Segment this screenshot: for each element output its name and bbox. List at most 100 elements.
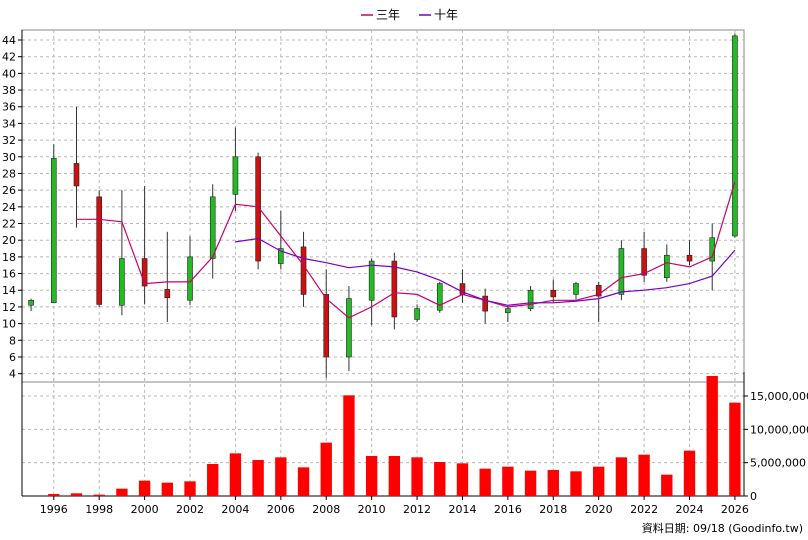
source-label: 資料日期: 09/18 (Goodinfo.tw) bbox=[642, 521, 803, 535]
volume-bar bbox=[570, 471, 582, 496]
volume-bar bbox=[365, 456, 378, 496]
moving-average-lines bbox=[76, 181, 736, 319]
price-tick-label: 32 bbox=[2, 134, 16, 147]
volume-bar bbox=[343, 395, 355, 496]
year-tick-label: 2022 bbox=[630, 503, 658, 516]
volume-bar bbox=[683, 450, 696, 496]
price-tick-label: 14 bbox=[2, 284, 16, 297]
year-tick-label: 2014 bbox=[448, 503, 476, 516]
candle-body bbox=[119, 258, 125, 306]
volume-bar bbox=[615, 457, 628, 496]
volume-bar bbox=[297, 467, 310, 496]
year-tick-label: 2012 bbox=[403, 503, 431, 516]
candle-body bbox=[618, 248, 625, 295]
volume-bar bbox=[388, 456, 401, 496]
volume-bar bbox=[456, 463, 469, 496]
year-tick-label: 2002 bbox=[176, 503, 204, 516]
price-tick-label: 24 bbox=[2, 201, 16, 214]
candle-body bbox=[73, 163, 80, 187]
candle-body bbox=[482, 295, 488, 312]
candle-body bbox=[187, 256, 193, 301]
volume-tick-label: 10,000,000 bbox=[750, 423, 808, 436]
year-tick-label: 2008 bbox=[312, 503, 340, 516]
volume-bar bbox=[638, 454, 650, 496]
volume-bar bbox=[184, 481, 196, 496]
price-tick-label: 4 bbox=[9, 368, 16, 381]
price-tick-label: 38 bbox=[2, 84, 16, 97]
price-tick-label: 34 bbox=[2, 117, 16, 130]
price-axis-ticks: 4 6 8 10 12 14 16 18 20 22 24 26 28 30 32 34 36 38 40 42 44 bbox=[2, 30, 23, 496]
candle-body bbox=[323, 294, 330, 358]
candle-body bbox=[505, 308, 511, 314]
volume-bar bbox=[93, 494, 105, 496]
candle-body bbox=[300, 246, 307, 295]
year-tick-label: 2016 bbox=[494, 503, 522, 516]
candle-body bbox=[368, 260, 375, 301]
price-tick-label: 26 bbox=[2, 184, 16, 197]
volume-bar bbox=[661, 474, 673, 496]
year-tick-label: 2010 bbox=[358, 503, 386, 516]
candle-body bbox=[686, 254, 693, 262]
volume-tick-label: 0 bbox=[750, 490, 757, 503]
candle-body bbox=[414, 308, 420, 320]
candle-body bbox=[50, 158, 57, 304]
volume-bar bbox=[729, 402, 741, 496]
candle-body bbox=[641, 248, 647, 276]
volume-axis-ticks: 0 5,000,000 10,000,000 15,000,000 bbox=[743, 372, 808, 503]
volume-bar bbox=[161, 482, 173, 496]
year-tick-label: 2026 bbox=[721, 503, 749, 516]
legend-label: 十年 bbox=[434, 8, 458, 22]
year-axis-ticks: 1996 1998 2000 2002 2004 2006 2008 2010 2012 2014… bbox=[22, 495, 749, 516]
ma-line bbox=[76, 181, 736, 319]
year-tick-label: 2006 bbox=[267, 503, 295, 516]
volume-tick-label: 15,000,000 bbox=[750, 390, 808, 403]
price-tick-label: 42 bbox=[2, 51, 16, 64]
volume-bar bbox=[48, 494, 60, 496]
price-tick-label: 10 bbox=[2, 318, 16, 331]
candle-body bbox=[346, 298, 352, 358]
legend-label: 三年 bbox=[376, 8, 400, 22]
candle-body bbox=[732, 35, 738, 237]
volume-tick-label: 5,000,000 bbox=[750, 457, 806, 470]
volume-bar bbox=[706, 376, 718, 496]
candle-body bbox=[436, 283, 443, 311]
price-tick-label: 44 bbox=[2, 34, 16, 47]
candle-body bbox=[96, 196, 102, 305]
volume-bar bbox=[116, 488, 128, 496]
volume-bar bbox=[434, 462, 446, 496]
price-tick-label: 12 bbox=[2, 301, 16, 314]
price-tick-label: 30 bbox=[2, 151, 16, 164]
price-tick-label: 8 bbox=[9, 334, 16, 347]
volume-bar bbox=[138, 480, 151, 496]
year-tick-label: 1996 bbox=[40, 503, 68, 516]
volume-bar bbox=[229, 453, 242, 496]
price-tick-label: 20 bbox=[2, 234, 16, 247]
price-tick-label: 36 bbox=[2, 101, 16, 114]
price-tick-label: 40 bbox=[2, 67, 16, 80]
candle-body bbox=[141, 258, 148, 287]
candle-body bbox=[573, 283, 579, 295]
price-tick-label: 28 bbox=[2, 167, 16, 180]
volume-bar bbox=[479, 468, 491, 496]
year-tick-label: 2000 bbox=[131, 503, 159, 516]
candle-body bbox=[209, 196, 216, 259]
volume-bar bbox=[252, 460, 264, 496]
volume-bar bbox=[547, 470, 559, 496]
year-tick-label: 2004 bbox=[221, 503, 249, 516]
volume-bar bbox=[411, 457, 423, 496]
legend: 三年 十年 bbox=[361, 8, 458, 22]
year-tick-label: 2024 bbox=[676, 503, 704, 516]
volume-bar bbox=[524, 470, 537, 496]
candle-body bbox=[28, 299, 34, 306]
candle-body bbox=[550, 289, 557, 298]
year-tick-label: 2018 bbox=[539, 503, 567, 516]
candle-body bbox=[255, 156, 261, 262]
volume-bar bbox=[593, 466, 605, 496]
volume-bar bbox=[320, 442, 332, 496]
candle-body bbox=[278, 248, 284, 264]
candlesticks bbox=[28, 33, 738, 378]
volume-bar bbox=[275, 457, 287, 496]
candle-body bbox=[232, 156, 239, 195]
